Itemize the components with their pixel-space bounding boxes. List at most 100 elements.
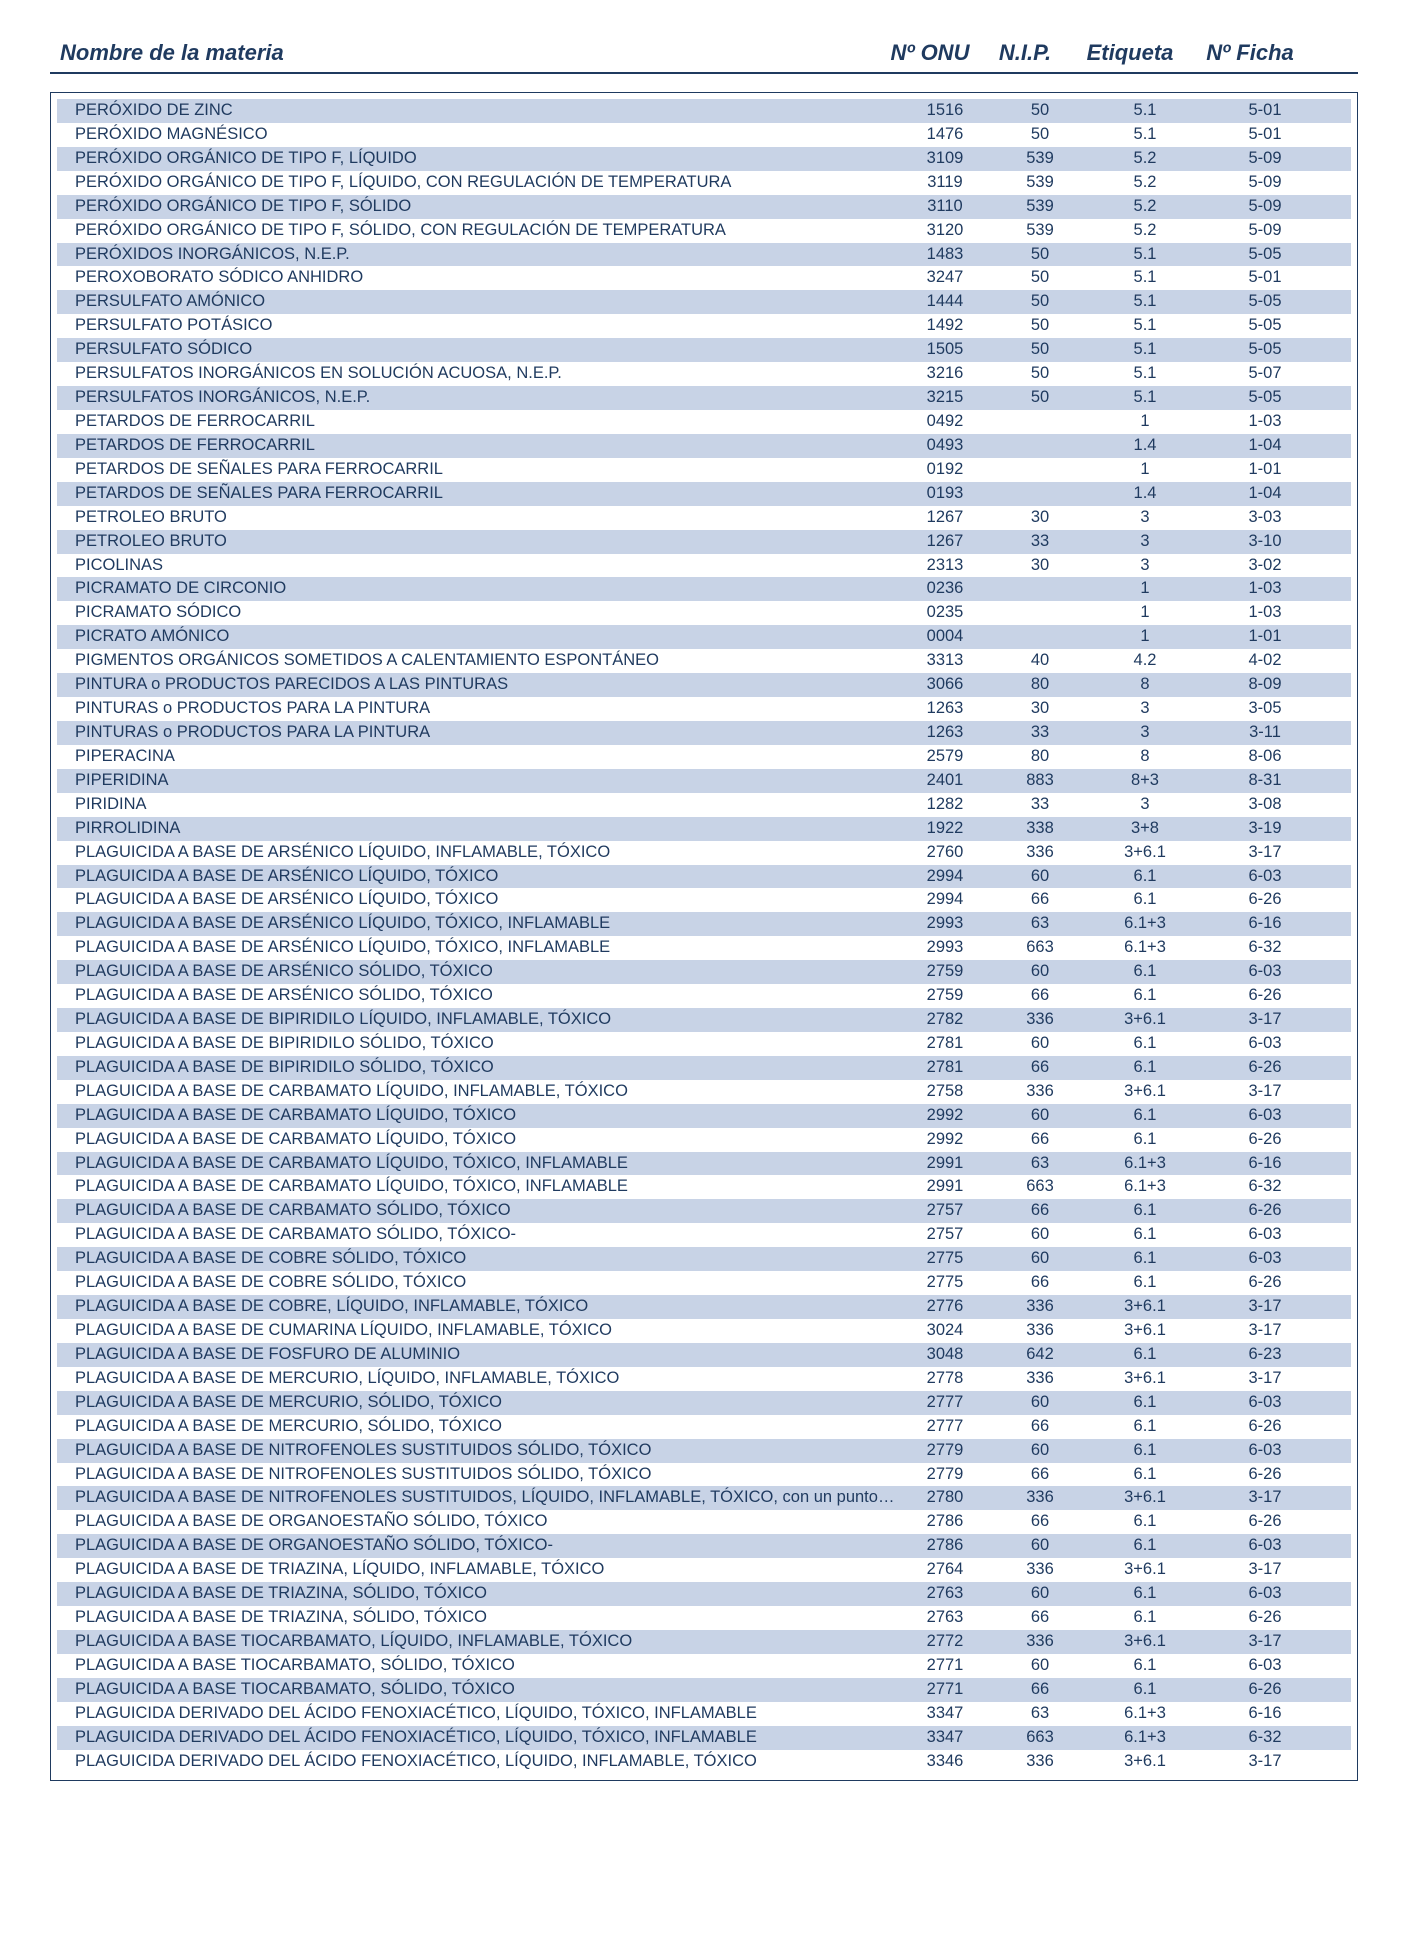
cell-ficha: 6-03 bbox=[1205, 1223, 1325, 1247]
cell-ficha: 3-17 bbox=[1205, 1319, 1325, 1343]
cell-name: PLAGUICIDA A BASE DE ARSÉNICO LÍQUIDO, T… bbox=[57, 888, 895, 912]
cell-ficha: 5-07 bbox=[1205, 362, 1325, 386]
cell-nip: 336 bbox=[995, 841, 1085, 865]
table-row: PLAGUICIDA A BASE DE CARBAMATO SÓLIDO, T… bbox=[57, 1199, 1351, 1223]
cell-onu: 1282 bbox=[895, 793, 995, 817]
table-row: PETARDOS DE SEÑALES PARA FERROCARRIL0192… bbox=[57, 458, 1351, 482]
cell-etiq: 6.1 bbox=[1085, 1678, 1205, 1702]
cell-onu: 2786 bbox=[895, 1534, 995, 1558]
table-row: PLAGUICIDA A BASE DE ARSÉNICO LÍQUIDO, T… bbox=[57, 936, 1351, 960]
cell-nip: 336 bbox=[995, 1367, 1085, 1391]
cell-onu: 1516 bbox=[895, 99, 995, 123]
cell-ficha: 6-03 bbox=[1205, 1032, 1325, 1056]
cell-nip: 60 bbox=[995, 1582, 1085, 1606]
cell-onu: 2994 bbox=[895, 888, 995, 912]
table-row: PLAGUICIDA A BASE DE ORGANOESTAÑO SÓLIDO… bbox=[57, 1534, 1351, 1558]
cell-name: PINTURAS o PRODUCTOS PARA LA PINTURA bbox=[57, 721, 895, 745]
cell-onu: 3347 bbox=[895, 1702, 995, 1726]
table-row: PLAGUICIDA A BASE DE ARSÉNICO LÍQUIDO, I… bbox=[57, 841, 1351, 865]
cell-name: PLAGUICIDA A BASE TIOCARBAMATO, SÓLIDO, … bbox=[57, 1654, 895, 1678]
cell-etiq: 3 bbox=[1085, 721, 1205, 745]
cell-nip: 60 bbox=[995, 960, 1085, 984]
cell-name: PICRAMATO SÓDICO bbox=[57, 601, 895, 625]
table-row: PIRIDINA12823333-08 bbox=[57, 793, 1351, 817]
cell-etiq: 6.1 bbox=[1085, 1271, 1205, 1295]
cell-ficha: 5-05 bbox=[1205, 314, 1325, 338]
cell-nip: 663 bbox=[995, 1726, 1085, 1750]
cell-onu: 2994 bbox=[895, 865, 995, 889]
cell-ficha: 5-01 bbox=[1205, 123, 1325, 147]
cell-etiq: 1 bbox=[1085, 410, 1205, 434]
cell-nip: 60 bbox=[995, 1654, 1085, 1678]
table-row: PLAGUICIDA A BASE DE CUMARINA LÍQUIDO, I… bbox=[57, 1319, 1351, 1343]
table-row: PERÓXIDO ORGÁNICO DE TIPO F, SÓLIDO, CON… bbox=[57, 219, 1351, 243]
cell-etiq: 5.2 bbox=[1085, 219, 1205, 243]
cell-ficha: 5-09 bbox=[1205, 147, 1325, 171]
cell-ficha: 3-17 bbox=[1205, 1367, 1325, 1391]
cell-etiq: 6.1+3 bbox=[1085, 1152, 1205, 1176]
cell-name: PLAGUICIDA A BASE DE NITROFENOLES SUSTIT… bbox=[57, 1486, 895, 1510]
table-row: PERSULFATOS INORGÁNICOS, N.E.P.3215505.1… bbox=[57, 386, 1351, 410]
cell-etiq: 6.1 bbox=[1085, 865, 1205, 889]
table-row: PLAGUICIDA A BASE DE CARBAMATO SÓLIDO, T… bbox=[57, 1223, 1351, 1247]
table-row: PLAGUICIDA A BASE TIOCARBAMATO, SÓLIDO, … bbox=[57, 1654, 1351, 1678]
cell-etiq: 5.1 bbox=[1085, 338, 1205, 362]
cell-ficha: 5-09 bbox=[1205, 195, 1325, 219]
cell-etiq: 6.1 bbox=[1085, 1032, 1205, 1056]
cell-ficha: 6-26 bbox=[1205, 1510, 1325, 1534]
cell-onu: 2781 bbox=[895, 1056, 995, 1080]
cell-name: PIPERIDINA bbox=[57, 769, 895, 793]
cell-onu: 0235 bbox=[895, 601, 995, 625]
cell-onu: 0236 bbox=[895, 577, 995, 601]
table-row: PERSULFATO AMÓNICO1444505.15-05 bbox=[57, 290, 1351, 314]
cell-name: PICRATO AMÓNICO bbox=[57, 625, 895, 649]
cell-etiq: 1 bbox=[1085, 458, 1205, 482]
header-name: Nombre de la materia bbox=[50, 40, 880, 66]
cell-onu: 2776 bbox=[895, 1295, 995, 1319]
cell-etiq: 3+6.1 bbox=[1085, 1486, 1205, 1510]
cell-etiq: 1 bbox=[1085, 577, 1205, 601]
cell-name: PICRAMATO DE CIRCONIO bbox=[57, 577, 895, 601]
cell-etiq: 6.1 bbox=[1085, 1247, 1205, 1271]
cell-ficha: 6-03 bbox=[1205, 960, 1325, 984]
cell-ficha: 6-26 bbox=[1205, 1056, 1325, 1080]
cell-name: PLAGUICIDA DERIVADO DEL ÁCIDO FENOXIACÉT… bbox=[57, 1726, 895, 1750]
table-row: PETROLEO BRUTO12673033-03 bbox=[57, 506, 1351, 530]
header-ficha: Nº Ficha bbox=[1190, 40, 1310, 66]
cell-ficha: 6-26 bbox=[1205, 1128, 1325, 1152]
table-row: PERSULFATO POTÁSICO1492505.15-05 bbox=[57, 314, 1351, 338]
cell-nip: 50 bbox=[995, 290, 1085, 314]
table-row: PICRATO AMÓNICO000411-01 bbox=[57, 625, 1351, 649]
cell-ficha: 3-17 bbox=[1205, 1486, 1325, 1510]
table-row: PLAGUICIDA A BASE DE CARBAMATO LÍQUIDO, … bbox=[57, 1175, 1351, 1199]
cell-name: PICOLINAS bbox=[57, 554, 895, 578]
cell-nip: 338 bbox=[995, 817, 1085, 841]
cell-nip: 80 bbox=[995, 745, 1085, 769]
table-row: PERÓXIDOS INORGÁNICOS, N.E.P.1483505.15-… bbox=[57, 243, 1351, 267]
cell-nip: 60 bbox=[995, 1223, 1085, 1247]
cell-onu: 0492 bbox=[895, 410, 995, 434]
cell-onu: 1263 bbox=[895, 721, 995, 745]
cell-ficha: 1-04 bbox=[1205, 482, 1325, 506]
cell-name: PLAGUICIDA A BASE DE CARBAMATO LÍQUIDO, … bbox=[57, 1104, 895, 1128]
cell-nip: 66 bbox=[995, 888, 1085, 912]
table-row: PINTURAS o PRODUCTOS PARA LA PINTURA1263… bbox=[57, 721, 1351, 745]
table-row: PETROLEO BRUTO12673333-10 bbox=[57, 530, 1351, 554]
cell-nip: 336 bbox=[995, 1080, 1085, 1104]
cell-etiq: 6.1 bbox=[1085, 1199, 1205, 1223]
cell-ficha: 1-04 bbox=[1205, 434, 1325, 458]
table-row: PLAGUICIDA A BASE DE NITROFENOLES SUSTIT… bbox=[57, 1439, 1351, 1463]
cell-etiq: 6.1 bbox=[1085, 1391, 1205, 1415]
cell-nip bbox=[995, 434, 1085, 458]
table-row: PIPERACINA25798088-06 bbox=[57, 745, 1351, 769]
cell-onu: 3347 bbox=[895, 1726, 995, 1750]
cell-name: PLAGUICIDA A BASE DE MERCURIO, SÓLIDO, T… bbox=[57, 1415, 895, 1439]
cell-nip: 60 bbox=[995, 1247, 1085, 1271]
cell-name: PLAGUICIDA A BASE DE CARBAMATO LÍQUIDO, … bbox=[57, 1175, 895, 1199]
cell-onu: 0192 bbox=[895, 458, 995, 482]
table-row: PIGMENTOS ORGÁNICOS SOMETIDOS A CALENTAM… bbox=[57, 649, 1351, 673]
cell-nip: 66 bbox=[995, 1415, 1085, 1439]
cell-ficha: 5-09 bbox=[1205, 219, 1325, 243]
cell-nip: 50 bbox=[995, 314, 1085, 338]
cell-onu: 3346 bbox=[895, 1750, 995, 1774]
